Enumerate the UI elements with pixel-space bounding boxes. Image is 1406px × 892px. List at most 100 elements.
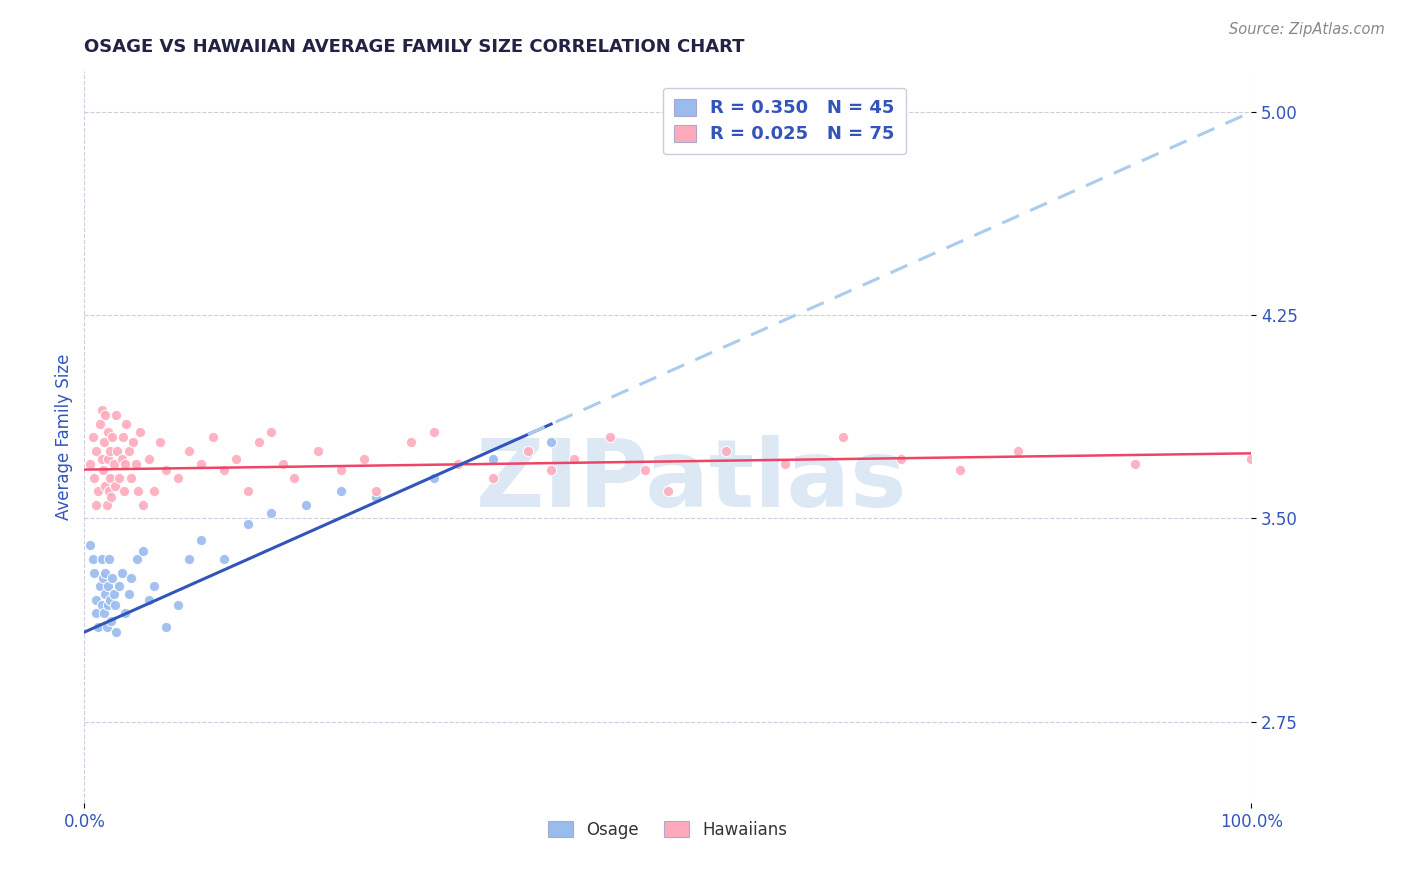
Point [307, 443, 329, 458]
Point [98, 471, 121, 485]
Point [84, 606, 107, 620]
Point [84, 443, 107, 458]
Point [214, 462, 236, 476]
Point [97, 579, 120, 593]
Point [79, 538, 101, 552]
Point [96, 498, 118, 512]
Point [83, 566, 105, 580]
Point [138, 592, 160, 607]
Point [120, 471, 142, 485]
Point [82, 552, 104, 566]
Point [120, 571, 142, 585]
Point [100, 490, 122, 504]
Point [122, 435, 145, 450]
Point [155, 462, 177, 476]
Point [1240, 451, 1263, 466]
Point [423, 471, 446, 485]
Point [295, 498, 318, 512]
Point [90, 598, 112, 612]
Point [249, 435, 271, 450]
Point [564, 451, 586, 466]
Point [366, 490, 388, 504]
Point [540, 462, 562, 476]
Point [330, 462, 353, 476]
Text: ZIPatlas: ZIPatlas [475, 435, 907, 527]
Point [236, 516, 259, 531]
Point [79, 457, 101, 471]
Point [93, 606, 115, 620]
Point [447, 457, 470, 471]
Point [90, 552, 112, 566]
Point [84, 498, 107, 512]
Point [138, 451, 160, 466]
Point [166, 471, 188, 485]
Point [97, 425, 120, 439]
Point [155, 620, 177, 634]
Point [82, 430, 104, 444]
Point [1123, 457, 1146, 471]
Point [179, 552, 201, 566]
Point [97, 484, 120, 499]
Point [100, 615, 122, 629]
Point [98, 443, 121, 458]
Point [149, 435, 172, 450]
Point [84, 592, 107, 607]
Point [97, 598, 120, 612]
Point [832, 430, 855, 444]
Point [330, 484, 353, 499]
Point [114, 457, 136, 471]
Text: OSAGE VS HAWAIIAN AVERAGE FAMILY SIZE CORRELATION CHART: OSAGE VS HAWAIIAN AVERAGE FAMILY SIZE CO… [84, 38, 745, 56]
Point [101, 571, 124, 585]
Point [87, 620, 110, 634]
Point [201, 430, 224, 444]
Point [129, 425, 152, 439]
Text: Source: ZipAtlas.com: Source: ZipAtlas.com [1229, 22, 1385, 37]
Point [118, 587, 141, 601]
Point [657, 484, 679, 499]
Point [93, 435, 115, 450]
Point [111, 566, 134, 580]
Point [96, 620, 118, 634]
Point [353, 451, 375, 466]
Point [949, 462, 972, 476]
Point [271, 457, 294, 471]
Point [108, 579, 131, 593]
Point [773, 457, 796, 471]
Point [890, 451, 912, 466]
Point [98, 592, 121, 607]
Point [91, 462, 114, 476]
Point [716, 443, 738, 458]
Point [166, 598, 188, 612]
Point [143, 579, 166, 593]
Point [481, 451, 505, 466]
Point [190, 533, 212, 547]
Point [125, 552, 148, 566]
Point [283, 471, 305, 485]
Point [104, 409, 127, 423]
Point [111, 451, 134, 466]
Point [366, 484, 388, 499]
Point [108, 471, 131, 485]
Point [105, 443, 128, 458]
Point [481, 471, 505, 485]
Point [112, 484, 135, 499]
Point [97, 552, 120, 566]
Point [83, 471, 105, 485]
Point [89, 579, 111, 593]
Point [633, 462, 655, 476]
Point [516, 443, 538, 458]
Point [1007, 443, 1029, 458]
Y-axis label: Average Family Size: Average Family Size [55, 354, 73, 520]
Point [214, 552, 236, 566]
Point [103, 587, 125, 601]
Point [399, 435, 422, 450]
Point [94, 409, 117, 423]
Point [94, 587, 117, 601]
Point [115, 417, 138, 431]
Point [87, 484, 110, 499]
Point [118, 443, 141, 458]
Point [236, 484, 259, 499]
Point [89, 417, 111, 431]
Legend: Osage, Hawaiians: Osage, Hawaiians [541, 814, 794, 846]
Point [540, 435, 562, 450]
